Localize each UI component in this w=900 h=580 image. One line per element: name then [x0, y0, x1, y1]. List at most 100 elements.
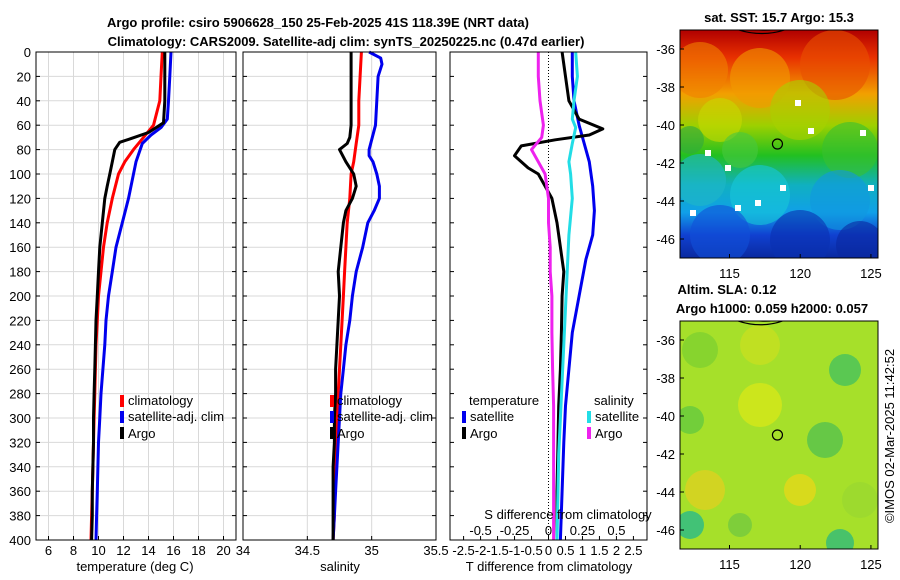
difference-legend: temperature satellite Argo salinity sate…: [462, 393, 639, 441]
map-x-tick-label: 125: [860, 266, 882, 281]
s-tick-label: 0.5: [607, 523, 625, 538]
legend-label-satellite-adj: satellite-adj. clim: [128, 409, 224, 424]
x-tick-label: -1: [509, 543, 521, 558]
x-tick-label: 18: [191, 543, 205, 558]
y-tick-label: 60: [17, 118, 31, 133]
salinity-axes-frame: [242, 51, 437, 541]
x-tick-label: 16: [166, 543, 180, 558]
sst-blob: [680, 126, 704, 154]
sst-blobs: [680, 30, 878, 258]
y-tick-label: 200: [9, 289, 31, 304]
legend-swatch-climatology: [330, 395, 334, 407]
x-tick-label: 20: [216, 543, 230, 558]
map-y-tick-label: -38: [656, 80, 675, 95]
y-tick-label: 320: [9, 435, 31, 450]
sla-map-ticks: 115 120 125 -36 -38 -40 -42 -44 -46: [656, 333, 882, 572]
legend-swatch-s-argo: [587, 427, 591, 439]
sst-blob: [770, 80, 830, 140]
temperature-xlabel: temperature (deg C): [76, 559, 193, 574]
sst-map-panel: sat. SST: 15.7 Argo: 15.3 115 120 125 -36 -3…: [656, 10, 882, 281]
salinity-legend: climatology satellite-adj. clim Argo: [330, 393, 433, 441]
x-tick-label: 34: [236, 543, 250, 558]
argo-position-marker: [771, 429, 784, 441]
s-tick-label: -0.5: [469, 523, 491, 538]
legend-title-temperature: temperature: [469, 393, 539, 408]
y-tick-label: 100: [9, 167, 31, 182]
temperature-lines: [89, 51, 173, 541]
difference-lines: [513, 51, 605, 541]
x-tick-label: 0: [545, 543, 552, 558]
series-line-climatology: [331, 51, 363, 541]
x-tick-label: 1.5: [590, 543, 608, 558]
legend-label-climatology: climatology: [337, 393, 403, 408]
y-tick-label: 120: [9, 191, 31, 206]
legend-swatch-argo: [120, 427, 124, 439]
y-tick-label: 400: [9, 533, 31, 548]
sst-missing-cell: [725, 165, 731, 171]
map-y-tick-label: -38: [656, 371, 675, 386]
map-x-tick-label: 115: [719, 266, 740, 281]
sla-blob: [680, 511, 704, 539]
legend-swatch-climatology: [120, 395, 124, 407]
sla-blob: [784, 474, 816, 506]
imos-timestamp: ©IMOS 02-Mar-2025 11:42:52: [882, 349, 897, 523]
sla-blob: [807, 422, 843, 458]
legend-swatch-satellite-adj: [330, 411, 334, 423]
sla-blob: [682, 332, 718, 368]
map-y-tick-label: -40: [656, 118, 675, 133]
sst-contour: [736, 30, 787, 35]
sst-missing-cell: [860, 130, 866, 136]
sst-missing-cell: [795, 100, 801, 106]
y-tick-label: 380: [9, 509, 31, 524]
temperature-axes-frame: [35, 51, 237, 541]
temperature-panel: 0 20 40 60 80 100 120 140 160 180 200 220 240 260 280 3…: [9, 45, 237, 574]
legend-label-t-argo: Argo: [470, 426, 497, 441]
sst-blob: [698, 98, 742, 142]
temperature-legend: climatology satellite-adj. clim Argo: [120, 393, 224, 441]
series-line-argo: [90, 52, 167, 541]
map-y-tick-label: -44: [656, 485, 675, 500]
sst-blob: [836, 221, 878, 258]
map-y-tick-label: -44: [656, 194, 675, 209]
y-tick-label: 340: [9, 460, 31, 475]
sst-missing-cell: [780, 185, 786, 191]
sla-map-title-line1: Altim. SLA: 0.12: [678, 282, 777, 297]
sla-map-panel: Altim. SLA: 0.12 Argo h1000: 0.059 h2000…: [656, 282, 882, 572]
x-tick-label: 35: [364, 543, 378, 558]
map-y-tick-label: -36: [656, 42, 675, 57]
difference-s-xlabel: S difference from climatology: [484, 507, 652, 522]
sst-blob: [730, 165, 790, 225]
figure-title-line2: Climatology: CARS2009. Satellite-adj cli…: [108, 34, 585, 49]
difference-ticks: -2.5 -2 -1.5 -1 -0.5 0 0.5 1 1.5 2 2.5-0.5 -0.25 0 0.…: [450, 51, 647, 558]
legend-swatch-s-satellite: [587, 411, 591, 423]
x-tick-label: 34.5: [295, 543, 320, 558]
temperature-ticks: 0 20 40 60 80 100 120 140 160 180 200 220 240 260 280 3…: [9, 45, 236, 558]
legend-swatch-satellite-adj: [120, 411, 124, 423]
y-tick-label: 280: [9, 387, 31, 402]
sst-missing-cell: [705, 150, 711, 156]
difference-axes-frame: [449, 51, 648, 541]
y-tick-label: 0: [24, 45, 31, 60]
sla-blob: [740, 325, 780, 365]
sla-blobs: [680, 325, 878, 549]
sst-blob: [800, 30, 870, 100]
legend-label-t-satellite: satellite: [470, 409, 514, 424]
salinity-lines: [331, 50, 384, 541]
sst-missing-cell: [755, 200, 761, 206]
s-tick-label: 0.25: [570, 523, 595, 538]
x-tick-label: 2: [613, 543, 620, 558]
s-tick-label: -0.25: [500, 523, 530, 538]
sst-blob: [722, 132, 758, 168]
legend-swatch-argo: [330, 427, 334, 439]
legend-label-s-argo: Argo: [595, 426, 622, 441]
sst-map-frame: [679, 29, 879, 259]
sst-blob: [680, 42, 728, 98]
legend-title-salinity: salinity: [594, 393, 634, 408]
y-tick-label: 20: [17, 69, 31, 84]
legend-label-argo: Argo: [337, 426, 364, 441]
salinity-panel: 34 34.5 35 35.5 salinity climatology satell…: [236, 50, 449, 574]
y-tick-label: 80: [17, 143, 31, 158]
y-tick-label: 260: [9, 362, 31, 377]
sla-map-title-line2: Argo h1000: 0.059 h2000: 0.057: [676, 301, 868, 316]
map-x-tick-label: 120: [789, 557, 811, 572]
